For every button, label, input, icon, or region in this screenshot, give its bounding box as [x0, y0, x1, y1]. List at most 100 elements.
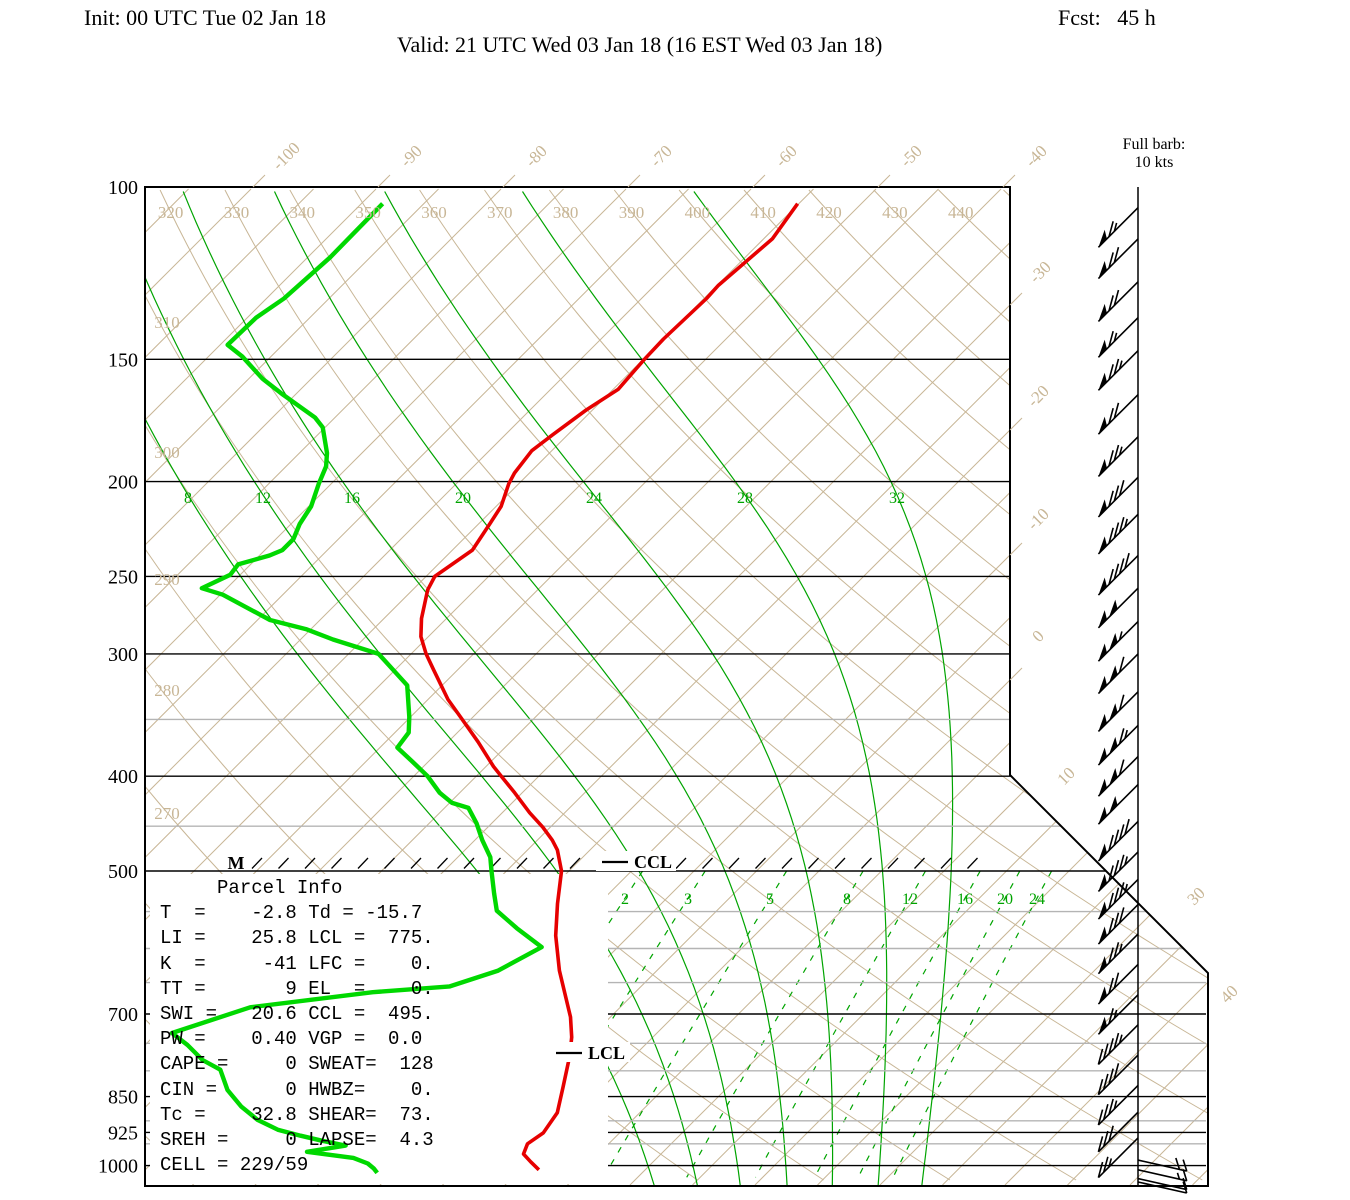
barb-legend-line2: 10 kts [1134, 154, 1174, 171]
wind-barb [1097, 238, 1139, 280]
svg-text:330: 330 [224, 203, 250, 222]
svg-text:700: 700 [108, 1004, 138, 1026]
ccl-marker: CCL [634, 852, 672, 872]
svg-text:430: 430 [882, 203, 908, 222]
wind-barb [1097, 317, 1139, 358]
svg-text:-100: -100 [268, 138, 303, 173]
wind-barb [1097, 903, 1139, 945]
svg-text:400: 400 [108, 766, 138, 788]
svg-text:850: 850 [108, 1087, 138, 1109]
wind-barb [1097, 653, 1139, 695]
parcel-info-box: Parcel Info T = -2.8 Td = -15.7 LI = 25.… [160, 877, 434, 1177]
svg-text:200: 200 [108, 472, 138, 494]
wind-barb-column [1097, 187, 1188, 1194]
svg-text:30: 30 [1183, 883, 1208, 908]
svg-text:270: 270 [154, 804, 180, 823]
dewpoint-curve [169, 202, 544, 1175]
wind-barb [1097, 1024, 1139, 1065]
svg-text:-20: -20 [1023, 381, 1052, 410]
svg-text:20: 20 [997, 891, 1013, 908]
wind-barb [1097, 724, 1139, 766]
wind-barb [1097, 513, 1139, 555]
svg-text:280: 280 [154, 681, 180, 700]
svg-text:310: 310 [154, 313, 180, 332]
wind-barb [1097, 476, 1139, 518]
svg-text:8: 8 [184, 490, 192, 507]
svg-text:420: 420 [816, 203, 842, 222]
wind-barb [1097, 350, 1139, 391]
svg-text:410: 410 [750, 203, 776, 222]
mixing-layer-m-marker: M [228, 853, 245, 873]
svg-text:24: 24 [586, 490, 602, 507]
svg-text:1000: 1000 [98, 1156, 138, 1178]
svg-text:-10: -10 [1023, 504, 1052, 533]
parcel-info-backdrop [150, 874, 608, 1184]
svg-text:10: 10 [1053, 763, 1078, 788]
pressure-gridlines [146, 358, 1206, 1167]
wind-barb [1137, 1181, 1188, 1194]
svg-text:290: 290 [154, 570, 180, 589]
wind-barb [1097, 394, 1139, 435]
svg-text:12: 12 [255, 490, 271, 507]
svg-text:-30: -30 [1025, 257, 1054, 286]
svg-text:350: 350 [355, 203, 381, 222]
svg-text:28: 28 [737, 490, 753, 507]
wind-barb [1097, 207, 1139, 248]
svg-text:2: 2 [621, 891, 629, 908]
lcl-marker: LCL [588, 1043, 625, 1063]
svg-text:250: 250 [108, 566, 138, 588]
wind-barb [1097, 1054, 1139, 1096]
wind-barb [1097, 756, 1139, 797]
pressure-axis-labels: 100 150 200 250 300 400 500 700 850 925 1000 [98, 177, 138, 1178]
wind-barb [1097, 1111, 1139, 1153]
svg-text:300: 300 [154, 443, 180, 462]
wind-barb [1097, 851, 1139, 893]
svg-text:360: 360 [421, 203, 447, 222]
svg-text:5: 5 [766, 891, 774, 908]
wind-barb [1097, 878, 1139, 920]
wind-barb [1097, 784, 1139, 825]
svg-text:16: 16 [957, 891, 973, 908]
forecast-hour-text: Fcst: 45 h [1058, 5, 1156, 30]
wind-barb [1097, 963, 1139, 1005]
svg-text:20: 20 [455, 490, 471, 507]
svg-text:-50: -50 [896, 141, 925, 170]
wind-barb [1097, 933, 1139, 975]
init-time-text: Init: 00 UTC Tue 02 Jan 18 [84, 5, 327, 30]
svg-text:8: 8 [843, 891, 851, 908]
wind-barb [1137, 1157, 1188, 1172]
svg-text:-80: -80 [521, 141, 550, 170]
svg-text:100: 100 [108, 177, 138, 199]
svg-text:-90: -90 [396, 141, 425, 170]
svg-text:500: 500 [108, 861, 138, 883]
barb-legend: Full barb: 10 kts [1094, 136, 1214, 172]
svg-text:380: 380 [553, 203, 579, 222]
wind-barb [1097, 281, 1139, 322]
svg-text:3: 3 [684, 891, 692, 908]
svg-text:440: 440 [948, 203, 974, 222]
wind-barb [1097, 436, 1139, 477]
wind-barb [1137, 1169, 1188, 1182]
barb-legend-line1: Full barb: [1122, 136, 1186, 153]
svg-text:-60: -60 [771, 141, 800, 170]
svg-text:0: 0 [1028, 626, 1047, 645]
svg-text:925: 925 [108, 1122, 138, 1144]
svg-text:340: 340 [290, 203, 316, 222]
wind-barb [1097, 587, 1139, 629]
wind-barb [1097, 552, 1139, 596]
svg-text:24: 24 [1029, 891, 1045, 908]
svg-text:150: 150 [108, 349, 138, 371]
svg-text:370: 370 [487, 203, 513, 222]
svg-text:-40: -40 [1021, 141, 1050, 170]
valid-time-text: Valid: 21 UTC Wed 03 Jan 18 (16 EST Wed … [397, 32, 883, 57]
svg-text:400: 400 [685, 203, 711, 222]
in-plot-labels: 320 330 340 350 360 370 380 390 400 410 420 430 4403… [154, 203, 1045, 908]
wind-barb [1097, 1084, 1139, 1126]
svg-text:300: 300 [108, 644, 138, 666]
plot-border [144, 186, 1209, 1187]
svg-text:16: 16 [344, 490, 360, 507]
svg-text:40: 40 [1216, 981, 1241, 1006]
wind-barb [1097, 620, 1139, 662]
